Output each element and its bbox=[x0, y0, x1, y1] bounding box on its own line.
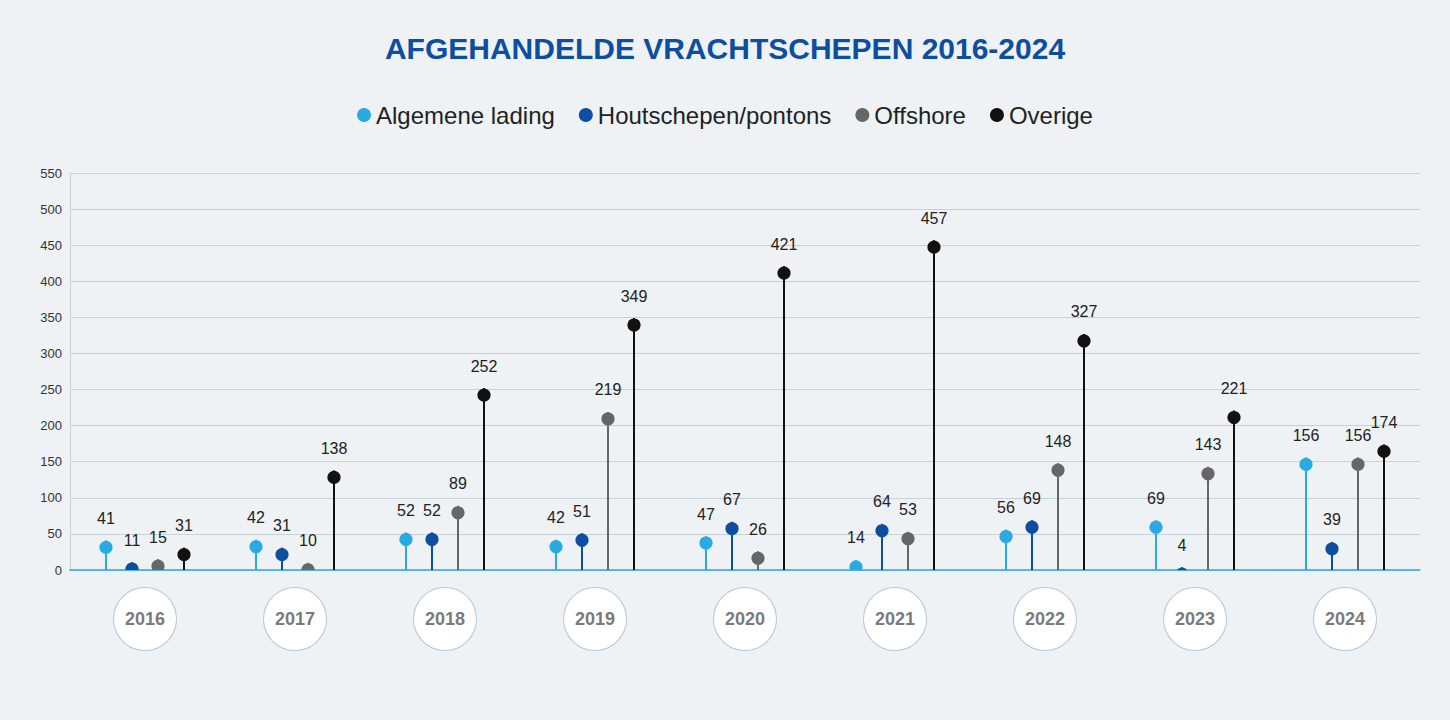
svg-text:31: 31 bbox=[273, 517, 291, 534]
svg-text:56: 56 bbox=[997, 499, 1015, 516]
svg-text:156: 156 bbox=[1293, 427, 1320, 444]
svg-text:26: 26 bbox=[749, 521, 767, 538]
svg-text:42: 42 bbox=[547, 509, 565, 526]
svg-text:2017: 2017 bbox=[275, 609, 315, 629]
svg-text:450: 450 bbox=[40, 238, 62, 253]
svg-text:53: 53 bbox=[899, 501, 917, 518]
svg-text:10: 10 bbox=[299, 532, 317, 549]
svg-text:250: 250 bbox=[40, 382, 62, 397]
svg-text:41: 41 bbox=[97, 510, 115, 527]
svg-text:138: 138 bbox=[321, 440, 348, 457]
svg-text:14: 14 bbox=[847, 529, 865, 546]
svg-text:350: 350 bbox=[40, 310, 62, 325]
svg-text:42: 42 bbox=[247, 509, 265, 526]
svg-text:2016: 2016 bbox=[125, 609, 165, 629]
svg-text:349: 349 bbox=[621, 288, 648, 305]
svg-text:143: 143 bbox=[1195, 436, 1222, 453]
svg-text:47: 47 bbox=[697, 506, 715, 523]
svg-text:0: 0 bbox=[55, 563, 62, 578]
svg-text:200: 200 bbox=[40, 418, 62, 433]
svg-text:15: 15 bbox=[149, 529, 167, 546]
svg-text:39: 39 bbox=[1323, 511, 1341, 528]
svg-text:156: 156 bbox=[1345, 427, 1372, 444]
svg-text:64: 64 bbox=[873, 493, 891, 510]
svg-text:2022: 2022 bbox=[1025, 609, 1065, 629]
svg-text:Offshore: Offshore bbox=[874, 102, 966, 129]
svg-text:327: 327 bbox=[1071, 303, 1098, 320]
svg-text:67: 67 bbox=[723, 491, 741, 508]
svg-text:2023: 2023 bbox=[1175, 609, 1215, 629]
svg-text:51: 51 bbox=[573, 503, 591, 520]
svg-text:457: 457 bbox=[921, 210, 948, 227]
svg-text:219: 219 bbox=[595, 381, 622, 398]
svg-text:550: 550 bbox=[40, 166, 62, 181]
svg-text:400: 400 bbox=[40, 274, 62, 289]
svg-text:50: 50 bbox=[48, 526, 62, 541]
svg-text:89: 89 bbox=[449, 475, 467, 492]
svg-text:221: 221 bbox=[1221, 380, 1248, 397]
svg-text:69: 69 bbox=[1023, 490, 1041, 507]
svg-text:52: 52 bbox=[397, 502, 415, 519]
svg-text:421: 421 bbox=[771, 236, 798, 253]
svg-text:2018: 2018 bbox=[425, 609, 465, 629]
svg-text:11: 11 bbox=[124, 532, 141, 549]
svg-text:Algemene lading: Algemene lading bbox=[376, 102, 555, 129]
svg-text:100: 100 bbox=[40, 490, 62, 505]
svg-text:52: 52 bbox=[423, 502, 441, 519]
svg-text:2019: 2019 bbox=[575, 609, 615, 629]
svg-text:174: 174 bbox=[1371, 414, 1398, 431]
svg-text:300: 300 bbox=[40, 346, 62, 361]
svg-text:150: 150 bbox=[40, 454, 62, 469]
svg-text:4: 4 bbox=[1178, 537, 1187, 554]
svg-text:Houtschepen/pontons: Houtschepen/pontons bbox=[598, 102, 832, 129]
svg-text:31: 31 bbox=[175, 517, 193, 534]
svg-text:500: 500 bbox=[40, 202, 62, 217]
svg-text:Overige: Overige bbox=[1009, 102, 1093, 129]
svg-text:2020: 2020 bbox=[725, 609, 765, 629]
svg-text:252: 252 bbox=[471, 358, 498, 375]
svg-text:AFGEHANDELDE VRACHTSCHEPEN 201: AFGEHANDELDE VRACHTSCHEPEN 2016-2024 bbox=[385, 32, 1065, 65]
svg-text:2024: 2024 bbox=[1325, 609, 1365, 629]
svg-text:148: 148 bbox=[1045, 433, 1072, 450]
svg-text:2021: 2021 bbox=[875, 609, 915, 629]
svg-text:69: 69 bbox=[1147, 490, 1165, 507]
